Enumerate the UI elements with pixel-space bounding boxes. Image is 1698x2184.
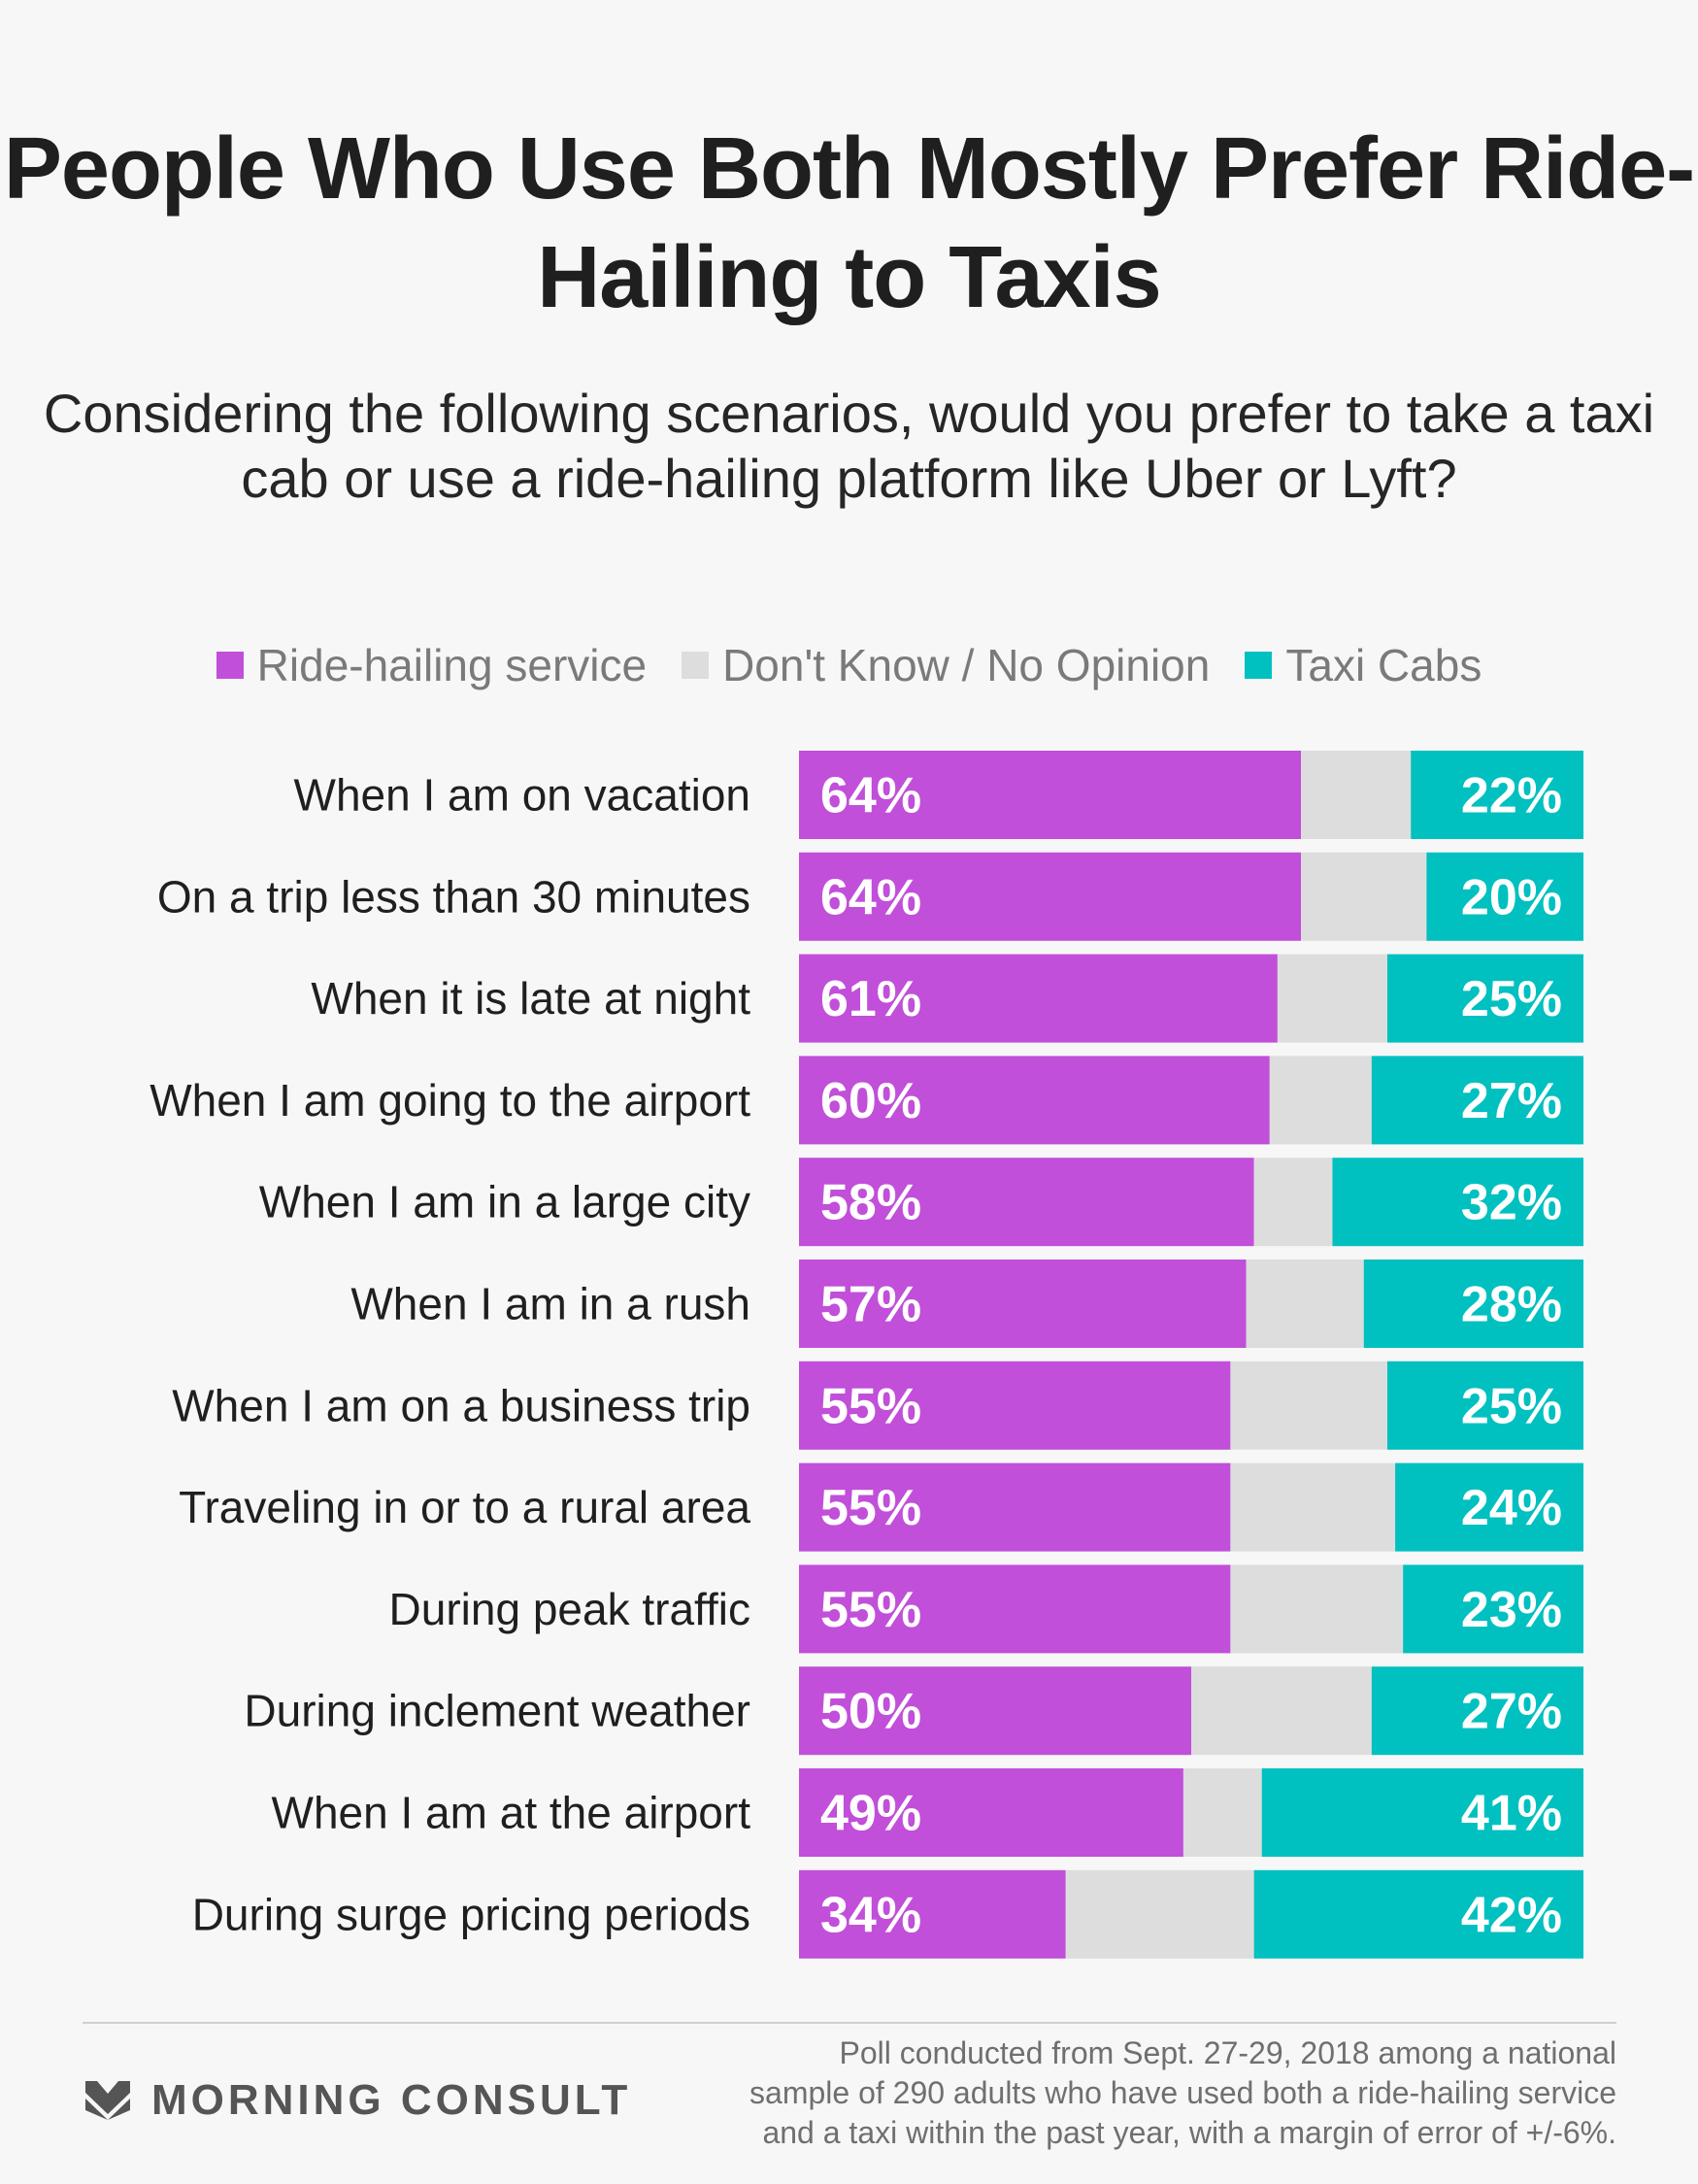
data-label-ride-hailing: 60% xyxy=(820,1073,921,1129)
data-label-taxi: 20% xyxy=(1461,869,1562,925)
bar-taxi xyxy=(1387,954,1583,1043)
legend-swatch-ride xyxy=(216,652,244,679)
chart-title: People Who Use Both Mostly Prefer Ride-H… xyxy=(3,120,1695,326)
data-label-taxi: 22% xyxy=(1461,768,1562,824)
bar-taxi xyxy=(1253,1869,1583,1959)
bar-dont-know xyxy=(1301,751,1412,839)
category-label: During inclement weather xyxy=(244,1686,750,1736)
note-line: and a taxi within the past year, with a … xyxy=(762,2115,1616,2150)
bar-ride-hailing xyxy=(799,1768,1183,1857)
data-label-ride-hailing: 57% xyxy=(820,1277,921,1333)
data-label-ride-hailing: 50% xyxy=(820,1684,921,1740)
morning-consult-icon xyxy=(85,2081,130,2120)
data-label-ride-hailing: 64% xyxy=(820,869,921,925)
bar-taxi xyxy=(1371,1666,1583,1756)
bar-dont-know xyxy=(1301,852,1427,941)
category-label: On a trip less than 30 minutes xyxy=(157,871,750,922)
bar-taxi xyxy=(1261,1768,1583,1857)
chart-subtitle: Considering the following scenarios, wou… xyxy=(43,383,1655,509)
methodology-note: Poll conducted from Sept. 27-29, 2018 am… xyxy=(646,2033,1616,2153)
bar-ride-hailing xyxy=(799,1158,1254,1247)
bar-dont-know xyxy=(1230,1564,1404,1654)
bar-ride-hailing xyxy=(799,1056,1270,1145)
data-label-ride-hailing: 58% xyxy=(820,1175,921,1231)
bar-ride-hailing xyxy=(799,1869,1066,1959)
data-label-ride-hailing: 49% xyxy=(820,1786,921,1842)
data-label-taxi: 24% xyxy=(1461,1480,1562,1536)
category-label: During peak traffic xyxy=(389,1584,750,1634)
bar-dont-know xyxy=(1065,1869,1254,1959)
legend-swatch-dk xyxy=(682,652,710,679)
data-label-taxi: 42% xyxy=(1461,1887,1562,1943)
bar-taxi xyxy=(1426,852,1583,941)
data-label-taxi: 27% xyxy=(1461,1073,1562,1129)
legend-label-ride: Ride-hailing service xyxy=(256,640,648,690)
stacked-bar-chart: When I am on vacation 64% 22% On a trip les… xyxy=(150,751,1583,1959)
category-label: Traveling in or to a rural area xyxy=(179,1482,750,1532)
data-label-taxi: 28% xyxy=(1461,1277,1562,1333)
data-label-taxi: 25% xyxy=(1461,971,1562,1027)
bar-ride-hailing xyxy=(799,954,1278,1043)
bar-dont-know xyxy=(1253,1158,1333,1247)
category-label: When I am on a business trip xyxy=(172,1380,750,1430)
category-label: When I am on vacation xyxy=(294,770,750,821)
bar-dont-know xyxy=(1277,954,1387,1043)
legend-item-taxi: Taxi Cabs xyxy=(1245,636,1482,694)
data-label-taxi: 32% xyxy=(1461,1175,1562,1231)
category-label: When I am going to the airport xyxy=(150,1075,750,1126)
bar-dont-know xyxy=(1230,1462,1396,1552)
category-label: When I am at the airport xyxy=(272,1788,751,1838)
category-label: When I am in a large city xyxy=(259,1177,750,1227)
brand-logo: MORNING CONSULT xyxy=(85,2076,631,2125)
data-label-ride-hailing: 34% xyxy=(820,1887,921,1943)
bar-taxi xyxy=(1403,1564,1583,1654)
data-label-ride-hailing: 55% xyxy=(820,1378,921,1434)
bar-dont-know xyxy=(1246,1260,1364,1348)
bar-ride-hailing xyxy=(799,1564,1231,1654)
legend: Ride-hailing service Don't Know / No Opi… xyxy=(0,636,1698,694)
legend-label-taxi: Taxi Cabs xyxy=(1285,640,1482,690)
category-label: During surge pricing periods xyxy=(192,1889,750,1939)
bar-taxi xyxy=(1395,1462,1583,1552)
data-label-ride-hailing: 61% xyxy=(820,971,921,1027)
bar-dont-know xyxy=(1230,1361,1387,1450)
footer-divider xyxy=(83,2022,1616,2024)
bar-taxi xyxy=(1387,1361,1583,1450)
bar-ride-hailing xyxy=(799,1666,1191,1756)
bar-ride-hailing xyxy=(799,1361,1231,1450)
data-label-taxi: 23% xyxy=(1461,1582,1562,1638)
legend-item-dk: Don't Know / No Opinion xyxy=(682,636,1210,694)
bar-dont-know xyxy=(1191,1666,1372,1756)
bar-dont-know xyxy=(1269,1056,1372,1145)
data-label-taxi: 27% xyxy=(1461,1684,1562,1740)
bar-ride-hailing xyxy=(799,1260,1247,1348)
bar-ride-hailing xyxy=(799,751,1302,839)
bar-taxi xyxy=(1363,1260,1583,1348)
bar-taxi xyxy=(1371,1056,1583,1145)
bar-ride-hailing xyxy=(799,852,1302,941)
data-label-ride-hailing: 55% xyxy=(820,1582,921,1638)
note-line: Poll conducted from Sept. 27-29, 2018 am… xyxy=(839,2035,1616,2070)
note-line: sample of 290 adults who have used both … xyxy=(749,2075,1616,2110)
bar-ride-hailing xyxy=(799,1462,1231,1552)
data-label-ride-hailing: 55% xyxy=(820,1480,921,1536)
legend-label-dk: Don't Know / No Opinion xyxy=(722,640,1211,690)
bar-taxi xyxy=(1332,1158,1583,1247)
data-label-ride-hailing: 64% xyxy=(820,768,921,824)
category-label: When I am in a rush xyxy=(350,1279,750,1329)
data-label-taxi: 41% xyxy=(1461,1786,1562,1842)
legend-item-ride: Ride-hailing service xyxy=(216,636,647,694)
category-label: When it is late at night xyxy=(311,973,750,1024)
data-label-taxi: 25% xyxy=(1461,1378,1562,1434)
bar-dont-know xyxy=(1182,1768,1262,1857)
bar-taxi xyxy=(1411,751,1583,839)
legend-swatch-taxi xyxy=(1245,652,1273,679)
brand-name: MORNING CONSULT xyxy=(151,2076,632,2124)
